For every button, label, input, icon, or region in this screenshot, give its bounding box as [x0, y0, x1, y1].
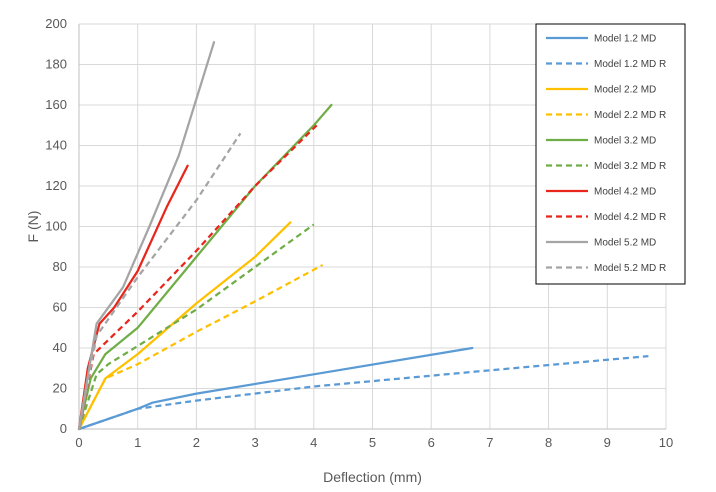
x-tick-label: 1 [134, 435, 141, 450]
series-line-7 [77, 164, 189, 431]
y-tick-labels: 0 20 40 60 80 100 120 140 160 180 200 [45, 16, 67, 436]
legend-box [535, 23, 686, 285]
series-layer [77, 41, 649, 431]
series-line-4 [78, 264, 324, 430]
x-tick-labels: 0 1 2 3 4 5 6 7 8 9 10 [75, 435, 673, 450]
y-tick-label: 80 [53, 259, 67, 274]
legend-label: Model 1.2 MD [594, 34, 656, 45]
series-line-3 [77, 221, 292, 431]
legend-label: Model 5.2 MD R [594, 263, 666, 274]
series-line-10 [77, 132, 242, 430]
x-tick-label: 3 [251, 435, 258, 450]
y-tick-label: 180 [45, 57, 67, 72]
y-tick-label: 0 [60, 421, 67, 436]
y-tick-label: 140 [45, 138, 67, 153]
axes [78, 24, 666, 430]
x-axis-title: Deflection (mm) [323, 469, 422, 485]
series-line-9 [77, 41, 216, 431]
legend-label: Model 2.2 MD [594, 85, 656, 96]
legend-label: Model 4.2 MD R [594, 212, 666, 223]
x-tick-label: 8 [545, 435, 552, 450]
legend-label: Model 3.2 MD R [594, 161, 666, 172]
y-tick-label: 120 [45, 178, 67, 193]
y-tick-label: 160 [45, 97, 67, 112]
x-tick-label: 6 [428, 435, 435, 450]
x-tick-label: 0 [75, 435, 82, 450]
legend-label: Model 4.2 MD [594, 187, 656, 198]
x-tick-label: 7 [486, 435, 493, 450]
x-tick-label: 9 [604, 435, 611, 450]
legend-label: Model 1.2 MD R [594, 59, 666, 70]
y-tick-label: 100 [45, 219, 67, 234]
y-tick-label: 60 [53, 300, 67, 315]
y-tick-label: 20 [53, 381, 67, 396]
legend-label: Model 5.2 MD [594, 238, 656, 249]
y-tick-label: 200 [45, 16, 67, 31]
series-line-2 [78, 354, 649, 431]
legend-label: Model 3.2 MD [594, 136, 656, 147]
x-tick-label: 4 [310, 435, 317, 450]
y-axis-title: F (N) [25, 211, 41, 243]
legend: Model 1.2 MD Model 1.2 MD R Model 2.2 MD Mo… [535, 23, 686, 285]
legend-label: Model 2.2 MD R [594, 110, 666, 121]
x-tick-label: 10 [659, 435, 673, 450]
series-line-8 [77, 124, 318, 430]
y-tick-label: 40 [53, 340, 67, 355]
x-tick-label: 2 [193, 435, 200, 450]
series-line-5 [77, 103, 333, 431]
x-tick-label: 5 [369, 435, 376, 450]
